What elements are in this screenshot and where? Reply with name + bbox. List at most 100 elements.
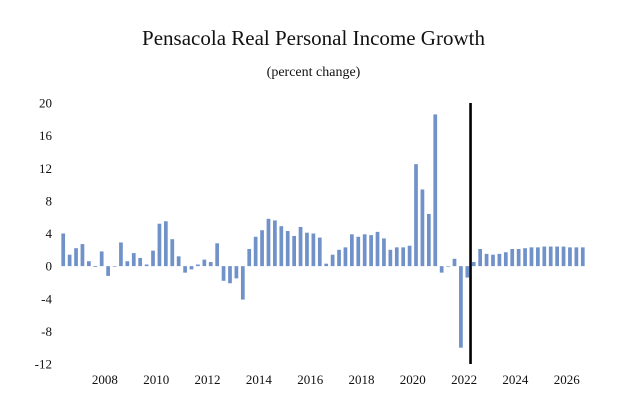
bar	[80, 244, 85, 267]
bar	[221, 266, 226, 281]
bar	[471, 262, 476, 267]
bar	[317, 237, 322, 267]
x-tick-label: 2024	[502, 372, 529, 387]
bar	[568, 247, 572, 267]
bar	[273, 220, 277, 267]
bar	[93, 266, 98, 267]
bar	[208, 262, 213, 267]
bar	[61, 233, 66, 267]
bar	[125, 261, 130, 267]
bar	[484, 253, 489, 267]
y-tick-label: -8	[41, 324, 52, 339]
bar	[131, 253, 136, 267]
bar	[414, 164, 418, 267]
y-tick-label: 20	[39, 96, 52, 111]
bar	[119, 242, 123, 267]
bar	[478, 249, 483, 267]
bar	[112, 266, 117, 267]
bar	[157, 223, 162, 267]
x-tick-label: 2022	[451, 372, 477, 387]
bar	[324, 263, 329, 267]
bar	[189, 266, 194, 270]
x-tick-label: 2014	[246, 372, 273, 387]
bar	[240, 266, 245, 300]
y-tick-label: 0	[46, 259, 53, 274]
bar	[574, 247, 579, 267]
y-axis-ticks: -12 -8 -4 0 4 8 12 16 20	[35, 96, 53, 372]
bar	[369, 235, 373, 267]
bar	[388, 249, 393, 267]
bar	[497, 253, 502, 267]
bar	[247, 249, 252, 267]
x-axis-ticks: 2008 2010 2012 2014 2016 2018 2020 2022 2024 2026	[92, 372, 580, 387]
y-tick-label: 12	[39, 161, 52, 176]
bar	[426, 213, 431, 267]
bar	[99, 251, 104, 267]
bar	[67, 254, 72, 267]
x-tick-label: 2012	[195, 372, 221, 387]
bar	[548, 246, 553, 267]
bar	[452, 258, 457, 267]
x-tick-label: 2020	[400, 372, 426, 387]
bar	[580, 247, 585, 267]
y-tick-label: 4	[46, 226, 53, 241]
bar	[253, 236, 258, 267]
bar-series	[61, 114, 585, 348]
bar	[292, 235, 296, 267]
bar	[491, 254, 495, 267]
bar	[350, 234, 354, 267]
bar	[382, 238, 386, 267]
bar	[439, 266, 444, 273]
bar	[510, 249, 515, 267]
bar	[311, 233, 316, 267]
bar	[138, 257, 143, 267]
bar	[503, 252, 508, 267]
bar	[516, 249, 521, 267]
bar	[375, 231, 380, 267]
x-tick-label: 2008	[92, 372, 118, 387]
bar	[170, 239, 175, 267]
bar	[555, 246, 559, 267]
bar	[266, 218, 271, 267]
y-tick-label: -4	[41, 291, 52, 306]
bar	[234, 266, 239, 279]
bar	[106, 266, 110, 276]
bar	[330, 254, 335, 267]
bar	[420, 189, 425, 267]
bar	[337, 249, 341, 267]
chart-subtitle: (percent change)	[266, 65, 361, 80]
y-tick-label: -12	[35, 357, 52, 372]
bar	[407, 245, 412, 267]
bar	[446, 266, 450, 267]
bar	[523, 248, 527, 267]
bar	[433, 114, 438, 267]
x-tick-label: 2010	[143, 372, 169, 387]
x-tick-label: 2016	[297, 372, 324, 387]
bar	[196, 264, 200, 267]
bar	[87, 261, 91, 267]
bar	[362, 234, 367, 267]
chart-title: Pensacola Real Personal Income Growth	[142, 26, 485, 50]
bar	[285, 231, 290, 267]
bar	[228, 266, 232, 284]
bar	[74, 248, 78, 267]
bar	[394, 247, 399, 267]
bar	[401, 247, 406, 267]
bar	[305, 232, 309, 267]
bar	[561, 246, 566, 267]
bar	[459, 266, 463, 348]
bar	[343, 247, 348, 267]
bar	[542, 246, 547, 267]
bar	[202, 259, 207, 267]
bar	[144, 264, 149, 267]
bar	[183, 266, 187, 273]
x-tick-label: 2018	[349, 372, 375, 387]
y-tick-label: 8	[46, 193, 53, 208]
bar	[279, 226, 284, 267]
bar	[356, 236, 361, 267]
bar	[260, 230, 264, 267]
bar	[151, 250, 155, 267]
x-tick-label: 2026	[554, 372, 581, 387]
